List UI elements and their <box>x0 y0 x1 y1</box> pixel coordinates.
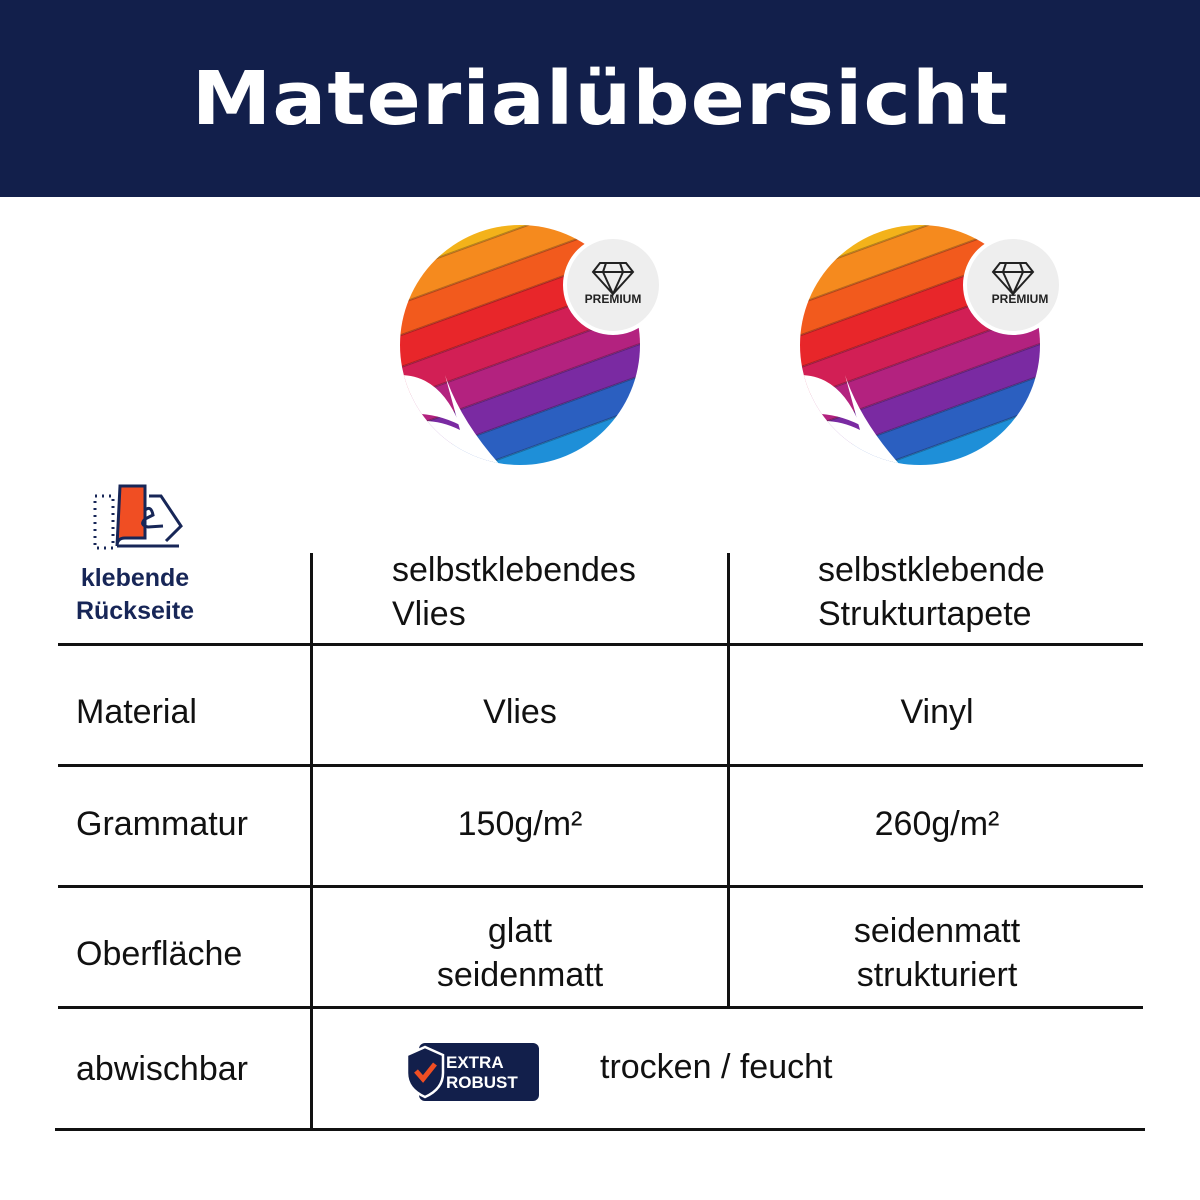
row-label-abwischbar: abwischbar <box>76 1050 248 1088</box>
divider <box>310 553 313 1131</box>
abwischbar-value: trocken / feucht <box>600 1048 833 1086</box>
badge-line2: ROBUST <box>446 1073 518 1092</box>
page-title: Materialübersicht <box>191 55 1009 142</box>
product-name-line1: selbstklebendes <box>392 551 636 589</box>
product-image-strukturtapete: PREMIUM <box>800 225 1070 470</box>
premium-badge: PREMIUM <box>585 292 642 306</box>
header-banner: Materialübersicht <box>0 0 1200 197</box>
divider <box>58 764 1143 767</box>
oberflaeche-vlies: glatt seidenmatt <box>313 909 727 997</box>
divider <box>58 1006 1143 1009</box>
product-name-vlies: selbstklebendes Vlies <box>392 548 636 636</box>
adhesive-backing-icon <box>93 484 183 550</box>
oberflaeche-line1: seidenmatt <box>853 912 1021 950</box>
adhesive-backing: klebende Rückseite <box>60 478 210 628</box>
product-name-strukturtapete: selbstklebende Strukturtapete <box>818 548 1045 636</box>
material-vlies: Vlies <box>483 693 557 731</box>
material-strukturtapete: Vinyl <box>900 693 974 731</box>
row-label-grammatur: Grammatur <box>76 805 248 843</box>
divider <box>55 1128 1145 1131</box>
premium-badge: PREMIUM <box>992 292 1049 306</box>
grammatur-vlies: 150g/m² <box>457 805 583 843</box>
badge-line1: EXTRA <box>446 1053 504 1072</box>
product-name-line1: selbstklebende <box>818 551 1045 589</box>
adhesive-label-line1: klebende <box>80 564 190 592</box>
oberflaeche-line2: seidenmatt <box>436 956 604 994</box>
divider <box>727 553 730 1009</box>
product-name-line2: Vlies <box>392 595 466 633</box>
adhesive-label: klebende Rückseite <box>60 562 210 628</box>
adhesive-label-line2: Rückseite <box>75 597 195 625</box>
shield-icon <box>405 1045 445 1099</box>
divider <box>58 643 1143 646</box>
oberflaeche-line2: strukturiert <box>856 956 1018 994</box>
row-label-material: Material <box>76 693 197 731</box>
grammatur-strukturtapete: 260g/m² <box>874 805 1000 843</box>
row-label-oberflaeche: Oberfläche <box>76 935 243 973</box>
oberflaeche-strukturtapete: seidenmatt strukturiert <box>730 909 1144 997</box>
divider <box>58 885 1143 888</box>
extra-robust-badge: EXTRA ROBUST <box>405 1043 540 1101</box>
oberflaeche-line1: glatt <box>487 912 553 950</box>
product-name-line2: Strukturtapete <box>818 595 1032 633</box>
product-image-vlies: PREMIUM <box>400 225 670 470</box>
